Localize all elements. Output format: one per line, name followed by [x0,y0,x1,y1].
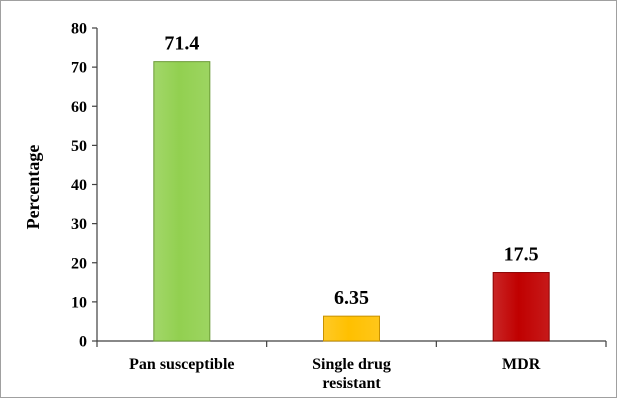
y-tick-label: 60 [71,99,87,116]
y-tick-label: 0 [79,334,87,351]
data-label: 71.4 [164,33,199,55]
x-category-label: MDR [502,356,541,373]
data-label: 6.35 [334,287,369,309]
y-tick-label: 40 [71,177,87,194]
bar-pan-susceptible [153,61,211,342]
plot-area: 0 10 20 30 40 50 60 70 80 71.4 Pan susceptible 6.35… [71,21,607,392]
x-category-label: Single drug resistant [312,356,391,392]
bar-mdr [492,272,550,342]
y-tick-label: 20 [71,255,87,272]
y-tick-label: 30 [71,216,87,233]
y-tick-label: 80 [71,21,87,38]
bar-single-drug-resistant [323,315,380,342]
y-tick-label: 10 [71,294,87,311]
y-axis-title: Percentage [23,145,43,230]
data-label: 17.5 [504,244,539,266]
y-tick-label: 70 [71,60,87,77]
x-category-label: Pan susceptible [129,356,234,373]
y-tick-label: 50 [71,138,87,155]
